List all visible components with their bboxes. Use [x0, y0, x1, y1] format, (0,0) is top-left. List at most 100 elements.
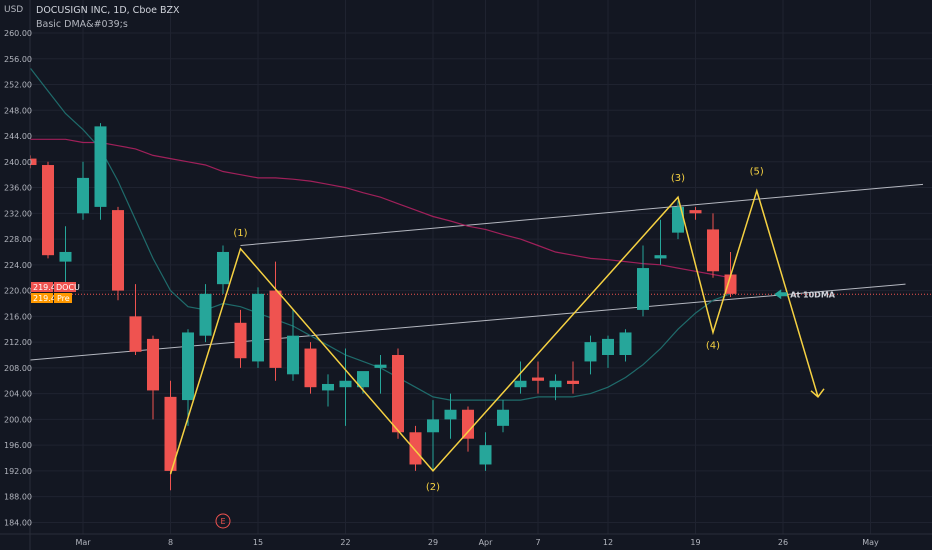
- candle[interactable]: [304, 342, 317, 394]
- candle[interactable]: [462, 406, 474, 452]
- x-axis[interactable]: Mar8152229Apr7121926May10: [0, 533, 932, 547]
- candle-body: [479, 445, 492, 465]
- candle[interactable]: [77, 161, 89, 220]
- candle[interactable]: [182, 329, 194, 426]
- candle[interactable]: [619, 329, 632, 362]
- candle-body: [112, 210, 124, 291]
- candle[interactable]: [707, 213, 719, 278]
- y-tick-label: 232.00: [4, 209, 32, 218]
- price-last-badge: 219.43: [33, 283, 61, 292]
- dma-arrow-icon: [774, 289, 788, 300]
- y-tick-label: 244.00: [4, 132, 32, 141]
- ticker-badge: DOCU: [56, 283, 80, 292]
- y-axis[interactable]: 184.00 188.00 192.00 196.00 200.00 204.00 208.…: [0, 0, 32, 550]
- candle[interactable]: [567, 361, 579, 394]
- candle[interactable]: [322, 374, 334, 407]
- indicator-title[interactable]: Basic DMA&#039;s: [36, 19, 128, 30]
- candle-body: [497, 409, 509, 426]
- candle-body: [129, 316, 142, 352]
- candle-body: [199, 293, 212, 336]
- price-pre-badge: 219.42: [33, 294, 61, 303]
- candle[interactable]: [392, 348, 404, 439]
- wave-path: [169, 188, 825, 475]
- y-tick-label: 252.00: [4, 81, 32, 90]
- candle[interactable]: [252, 287, 264, 368]
- candle-body: [707, 229, 719, 272]
- candle-body: [94, 126, 107, 207]
- symbol-title[interactable]: DOCUSIGN INC, 1D, Cboe BZX: [36, 5, 180, 16]
- y-tick-label: 208.00: [4, 364, 32, 373]
- candle[interactable]: [147, 335, 159, 420]
- candle-body: [462, 409, 474, 439]
- y-tick-label: 192.00: [4, 467, 32, 476]
- y-tick-label: 216.00: [4, 312, 32, 321]
- candle[interactable]: [269, 261, 282, 381]
- x-tick-label: 12: [603, 538, 613, 547]
- candle-body: [392, 355, 404, 433]
- pre-badge: Pre: [57, 294, 70, 303]
- candle[interactable]: [672, 200, 684, 240]
- candle-body: [322, 383, 334, 391]
- candle-body: [619, 332, 632, 355]
- candle-body: [567, 380, 579, 384]
- candle[interactable]: [112, 206, 124, 301]
- candle[interactable]: [287, 309, 299, 381]
- y-axis-bg: [0, 0, 30, 550]
- candle-body: [217, 251, 229, 285]
- dma-long-line[interactable]: [30, 138, 731, 279]
- candle[interactable]: [199, 284, 212, 343]
- trendline[interactable]: [12, 283, 906, 362]
- candle-body: [234, 322, 247, 359]
- elliott-wave-line[interactable]: [169, 188, 819, 475]
- candle[interactable]: [497, 400, 509, 433]
- candle-body: [339, 380, 352, 388]
- candle[interactable]: [654, 219, 667, 265]
- candle[interactable]: [514, 361, 527, 394]
- x-tick-label: May: [862, 538, 879, 547]
- candle[interactable]: [129, 284, 142, 355]
- candle[interactable]: [94, 123, 107, 220]
- y-tick-label: 212.00: [4, 338, 32, 347]
- candle[interactable]: [409, 425, 422, 471]
- candle-body: [252, 293, 264, 362]
- y-tick-label: 200.00: [4, 415, 32, 424]
- y-tick-label: 240.00: [4, 158, 32, 167]
- candle[interactable]: [217, 245, 229, 294]
- candle[interactable]: [339, 348, 352, 426]
- candle[interactable]: [584, 335, 597, 375]
- candle-body: [602, 338, 614, 355]
- candle-body: [549, 380, 562, 388]
- candle[interactable]: [42, 161, 54, 259]
- candle[interactable]: [689, 206, 702, 220]
- candle[interactable]: [532, 361, 544, 394]
- earnings-marker-icon[interactable]: [215, 513, 231, 529]
- currency-label: USD: [4, 5, 24, 15]
- candle[interactable]: [444, 393, 457, 439]
- candle[interactable]: [59, 226, 72, 291]
- candle-body: [409, 432, 422, 465]
- trendline[interactable]: [240, 183, 924, 247]
- candle[interactable]: [374, 355, 387, 394]
- candle[interactable]: [602, 335, 614, 368]
- x-tick-label: 29: [428, 538, 438, 547]
- candle[interactable]: [479, 432, 492, 471]
- candle[interactable]: [234, 309, 247, 368]
- candle-body: [637, 268, 649, 310]
- wave-label: (5): [750, 167, 764, 178]
- candle-body: [164, 396, 177, 471]
- wave-labels: (1) (2) (3) (4) (5) At 10DMA E: [215, 167, 836, 529]
- candle[interactable]: [427, 400, 439, 471]
- y-tick-label: 196.00: [4, 441, 32, 450]
- wave-label: (2): [426, 482, 440, 493]
- candle[interactable]: [549, 374, 562, 401]
- x-tick-label: 15: [253, 538, 263, 547]
- candle-body: [532, 377, 544, 381]
- x-tick-label: 19: [690, 538, 700, 547]
- candle-body: [77, 177, 89, 214]
- y-tick-label: 220.00: [4, 287, 32, 296]
- candle-body: [42, 165, 54, 256]
- candle[interactable]: [637, 245, 649, 317]
- candle-body: [59, 251, 72, 262]
